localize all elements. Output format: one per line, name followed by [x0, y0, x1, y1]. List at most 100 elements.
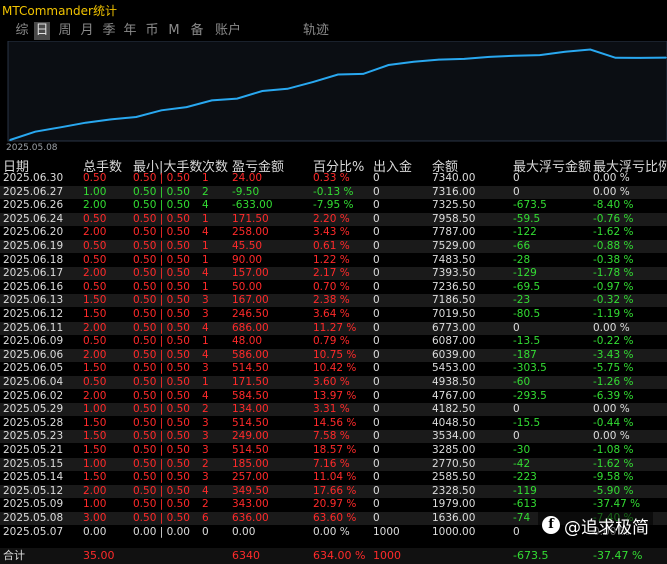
table-row[interactable]: 2025.06.06 2.00 0.50 | 0.50 4 586.00 10.75 % 0… — [0, 348, 667, 362]
tab-2[interactable]: 周 — [58, 23, 72, 38]
table-row[interactable]: 2025.06.19 0.50 0.50 | 0.50 1 45.50 0.61 % 0 75… — [0, 240, 667, 253]
tab-8[interactable]: 备 — [190, 23, 204, 38]
cell-pnl: 50.00 — [232, 280, 263, 293]
col-header-count[interactable]: 次数 — [202, 160, 229, 175]
tab-10[interactable]: 轨迹 — [302, 23, 329, 38]
col-header-date[interactable]: 日期 — [3, 160, 30, 175]
table-row[interactable]: 2025.06.04 0.50 0.50 | 0.50 1 171.50 3.60 % 0 4… — [0, 376, 667, 389]
cell-bal: 7340.00 — [432, 172, 476, 184]
table-row[interactable]: 2025.06.09 0.50 0.50 | 0.50 1 48.00 0.79 % 0 60… — [0, 335, 667, 348]
cell-bal: 3285.00 — [432, 444, 476, 456]
cell-pct: 63.60 % — [313, 512, 357, 524]
col-header-pct[interactable]: 百分比% — [313, 160, 365, 175]
cell-minmax: 0.50 | 0.50 — [133, 199, 190, 212]
cell-mddp: -1.26 % — [593, 376, 634, 388]
cell-count: 4 — [202, 321, 209, 334]
cell-minmax: 0.50 | 0.50 — [133, 376, 190, 388]
table-row[interactable]: 2025.06.18 0.50 0.50 | 0.50 1 90.00 1.22 % 0 74… — [0, 254, 667, 267]
cell-date: 2025.06.06 — [3, 348, 64, 361]
cell-pct: 10.75 % — [313, 348, 357, 361]
cell-mddp: -1.62 % — [593, 226, 634, 239]
cell-count: 4 — [202, 226, 209, 239]
cell-minmax: 0.50 | 0.50 — [133, 212, 190, 225]
col-header-mddp[interactable]: 最大浮亏比例 — [593, 160, 667, 175]
col-header-mdd[interactable]: 最大浮亏金额 — [513, 160, 592, 175]
cell-mdd: -15.5 — [513, 416, 541, 429]
table-row[interactable]: 2025.05.08 3.00 0.50 | 0.50 6 636.00 63.60 % 0… — [0, 512, 667, 525]
cell-mdd: -69.5 — [513, 280, 541, 293]
table-row[interactable]: 2025.06.24 0.50 0.50 | 0.50 1 171.50 2.20 % 0 7… — [0, 212, 667, 226]
cell-pct: 7.16 % — [313, 457, 350, 470]
table-row[interactable]: 2025.06.11 2.00 0.50 | 0.50 4 686.00 11.27 % 0… — [0, 321, 667, 335]
tab-5[interactable]: 年 — [123, 23, 137, 38]
cell-io: 0 — [373, 457, 380, 470]
col-header-pnl[interactable]: 盈亏金额 — [232, 160, 285, 175]
tab-9[interactable]: 账户 — [214, 23, 241, 38]
cell-pnl: 349.50 — [232, 484, 269, 497]
cell-pnl: 586.00 — [232, 348, 269, 361]
footer-lots: 35.00 — [83, 549, 115, 562]
table-row[interactable]: 2025.06.12 1.50 0.50 | 0.50 3 246.50 3.64 % 0 7… — [0, 308, 667, 321]
table-row[interactable]: 2025.06.17 2.00 0.50 | 0.50 4 157.00 2.17 % 0 7… — [0, 267, 667, 281]
cell-minmax: 0.50 | 0.50 — [133, 512, 190, 524]
cell-count: 3 — [202, 430, 209, 443]
cell-io: 0 — [373, 416, 380, 429]
table-row[interactable]: 2025.05.15 1.00 0.50 | 0.50 2 185.00 7.16 % 0 2… — [0, 457, 667, 471]
table-row[interactable]: 2025.06.16 0.50 0.50 | 0.50 1 50.00 0.70 % 0 72… — [0, 281, 667, 294]
table-row[interactable]: 2025.05.12 2.00 0.50 | 0.50 4 349.50 17.66 % 0… — [0, 484, 667, 498]
cell-minmax: 0.50 | 0.50 — [133, 389, 190, 402]
cell-count: 3 — [202, 294, 209, 307]
table-row[interactable]: 2025.06.02 2.00 0.50 | 0.50 4 584.50 13.97 % 0… — [0, 390, 667, 403]
cell-io: 0 — [373, 335, 380, 348]
cell-count: 3 — [202, 471, 209, 484]
cell-pct: 13.97 % — [313, 389, 357, 402]
table-row[interactable]: 2025.06.30 0.50 0.50 | 0.50 1 24.00 0.33 % 0 73… — [0, 172, 667, 185]
table-row[interactable]: 2025.05.29 1.00 0.50 | 0.50 2 134.00 3.31 % 0 4… — [0, 403, 667, 417]
table-row[interactable]: 2025.06.27 1.00 0.50 | 0.50 2 -9.50 -0.13 % 0 7… — [0, 185, 667, 199]
cell-count: 4 — [202, 484, 209, 497]
tab-6[interactable]: 币 — [145, 23, 159, 38]
cell-count: 3 — [202, 308, 209, 320]
cell-pct: 2.20 % — [313, 212, 350, 225]
cell-lots: 2.00 — [83, 389, 107, 402]
cell-minmax: 0.50 | 0.50 — [133, 416, 190, 429]
table-row[interactable]: 2025.05.09 1.00 0.50 | 0.50 2 343.00 20.97 % 0… — [0, 498, 667, 511]
col-header-lots[interactable]: 总手数 — [83, 160, 123, 175]
table-row[interactable]: 2025.05.23 1.50 0.50 | 0.50 3 249.00 7.58 % 0 3… — [0, 430, 667, 444]
table-row[interactable]: 2025.06.13 1.50 0.50 | 0.50 3 167.00 2.38 % 0 7… — [0, 294, 667, 308]
cell-date: 2025.05.29 — [3, 403, 64, 416]
cell-lots: 1.50 — [83, 416, 107, 429]
table-row[interactable]: 2025.05.28 1.50 0.50 | 0.50 3 514.50 14.56 % 0… — [0, 417, 667, 430]
cell-io: 1000 — [373, 525, 400, 538]
col-header-io[interactable]: 出入金 — [373, 160, 413, 175]
cell-mdd: -223 — [513, 471, 537, 484]
cell-io: 0 — [373, 376, 380, 388]
cell-io: 0 — [373, 240, 380, 252]
tab-7[interactable]: M — [168, 23, 180, 38]
cell-mddp: -1.62 % — [593, 457, 634, 470]
cell-pnl: 185.00 — [232, 457, 269, 470]
cell-date: 2025.05.23 — [3, 430, 64, 443]
tab-1[interactable]: 日 — [34, 22, 50, 40]
table-row[interactable]: 2025.06.05 1.50 0.50 | 0.50 3 514.50 10.42 % 0… — [0, 362, 667, 375]
cell-mdd: -673.5 — [513, 199, 547, 212]
balance-point — [438, 58, 440, 61]
col-header-minmax[interactable]: 最小|大手数 — [133, 160, 203, 175]
balance-point — [589, 48, 592, 51]
tab-3[interactable]: 月 — [80, 23, 94, 38]
cell-minmax: 0.50 | 0.50 — [133, 348, 190, 361]
cell-mddp: -3.43 % — [593, 348, 634, 361]
watermark-text: @追求极简 — [564, 517, 649, 538]
cell-bal: 4767.00 — [432, 389, 476, 402]
cell-io: 0 — [373, 267, 380, 280]
table-row[interactable]: 2025.06.26 2.00 0.50 | 0.50 4 -633.00 -7.95 %… — [0, 199, 667, 212]
tab-4[interactable]: 季 — [102, 23, 116, 38]
cell-bal: 6087.00 — [432, 335, 476, 348]
table-row[interactable]: 2025.06.20 2.00 0.50 | 0.50 4 258.00 3.43 % 0 7… — [0, 226, 667, 239]
table-row[interactable]: 2025.05.21 1.50 0.50 | 0.50 3 514.50 18.57 % 0… — [0, 444, 667, 457]
tab-0[interactable]: 综 — [15, 23, 29, 38]
cell-minmax: 0.50 | 0.50 — [133, 253, 190, 266]
col-header-bal[interactable]: 余额 — [432, 160, 459, 175]
table-row[interactable]: 2025.05.14 1.50 0.50 | 0.50 3 257.00 11.04 % 0… — [0, 471, 667, 484]
balance-point — [639, 57, 642, 59]
